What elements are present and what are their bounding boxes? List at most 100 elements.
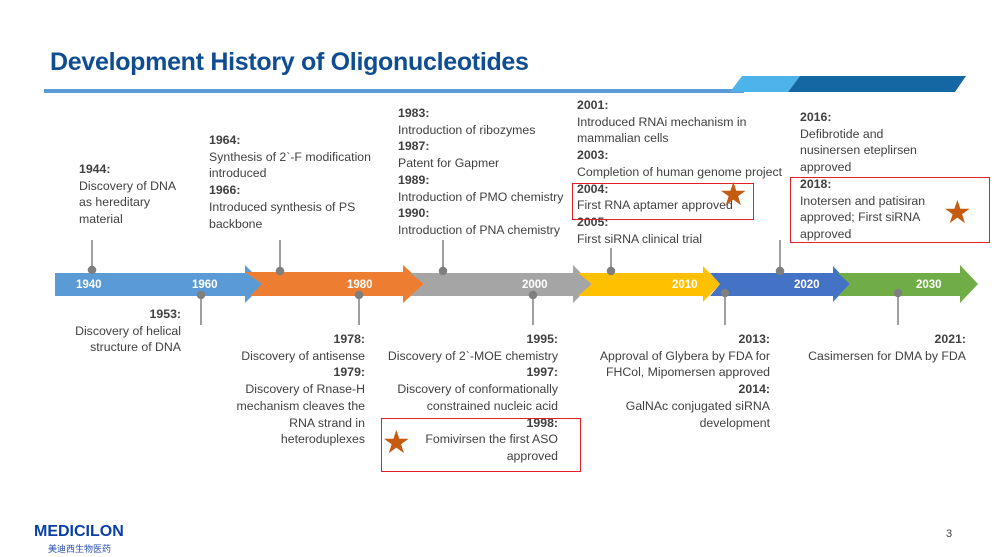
event-block-1983: 1983: Introduction of ribozymes 1987: Paten…: [398, 105, 563, 239]
event-year: 1983:: [398, 106, 430, 120]
timeline-segment-1: [55, 265, 264, 303]
year-label: 2010: [672, 279, 698, 291]
event-text: approved: [800, 226, 852, 241]
header-accent-light: [730, 76, 800, 92]
event-year: 2018:: [800, 176, 832, 191]
event-dot: [775, 266, 785, 276]
event-text: Discovery of helical: [75, 323, 181, 338]
event-text: approved: [506, 448, 558, 463]
event-year: 1964:: [209, 133, 241, 147]
event-year: 1987:: [398, 139, 430, 154]
event-text: mammalian cells: [577, 131, 669, 146]
event-text: backbone: [209, 216, 263, 231]
event-text: Casimersen for DMA by FDA: [808, 348, 966, 363]
event-dot: [606, 266, 616, 276]
event-text: Discovery of antisense: [241, 348, 365, 363]
page-title: Development History of Oligonucleotides: [50, 48, 529, 76]
event-text: as hereditary: [79, 195, 151, 210]
event-year: 2013:: [738, 332, 770, 346]
year-label: 1980: [347, 279, 373, 291]
highlight-box-1998: [381, 418, 581, 472]
event-text: GalNAc conjugated siRNA: [625, 398, 770, 413]
event-text: Introduced synthesis of PS: [209, 199, 356, 214]
event-block-1953: 1953: Discovery of helical structure of DN…: [75, 306, 181, 356]
event-year: 1995:: [526, 332, 558, 346]
year-label: 1960: [192, 279, 218, 291]
event-text: Approval of Glybera by FDA for: [599, 348, 770, 363]
event-text: Synthesis of 2`-F modification: [209, 149, 371, 164]
event-dot: [720, 288, 730, 298]
page-number: 3: [946, 528, 953, 540]
event-text: introduced: [209, 166, 267, 181]
event-dot: [893, 288, 903, 298]
event-text: development: [699, 415, 770, 430]
event-text: First RNA aptamer approved: [577, 198, 733, 213]
event-text: Discovery of Rnase-H: [245, 382, 365, 397]
event-year: 1978:: [333, 332, 365, 346]
event-year: 2004:: [577, 181, 609, 196]
highlight-box-2018: [790, 177, 990, 243]
event-text: Introduction of PMO chemistry: [398, 189, 564, 204]
event-text: FHCol, Mipomersen approved: [605, 365, 770, 380]
event-text: Introduced RNAi mechanism in: [577, 114, 747, 129]
year-label: 2030: [916, 279, 942, 291]
event-year: 1944:: [79, 162, 111, 176]
event-block-2013: 2013: Approval of Glybera by FDA for FHCol…: [600, 331, 770, 431]
year-label: 1940: [76, 279, 102, 291]
event-year: 1989:: [398, 172, 430, 187]
event-year: 2014:: [738, 382, 770, 397]
event-dot: [87, 265, 97, 275]
event-year: 2003:: [577, 148, 609, 163]
event-year: 2016:: [800, 110, 832, 124]
event-year: 1953:: [149, 307, 181, 321]
event-text: Fomivirsen the first ASO: [425, 432, 558, 447]
event-dot: [275, 266, 285, 276]
highlight-box-2004: [572, 183, 754, 220]
event-text: nusinersen eteplirsen: [800, 143, 917, 158]
star-icon: ★: [719, 176, 748, 212]
event-text: Introduction of ribozymes: [398, 122, 536, 137]
event-text: heteroduplexes: [280, 432, 365, 447]
event-text: RNA strand in: [289, 415, 365, 430]
event-dot: [438, 266, 448, 276]
event-text: approved; First siRNA: [800, 210, 921, 225]
event-block-2021: 2021: Casimersen for DMA by FDA: [808, 331, 966, 364]
title-underline: [44, 89, 744, 93]
event-text: Discovery of conformationally: [397, 382, 558, 397]
event-block-2001: 2001: Introduced RNAi mechanism in mammali…: [577, 97, 782, 247]
star-icon: ★: [943, 194, 972, 230]
timeline-segment-4: [578, 266, 720, 302]
event-year: 2021:: [934, 332, 966, 346]
company-logo-subtitle: 美迪西生物医药: [48, 544, 112, 554]
header-accent-dark: [788, 76, 966, 92]
event-block-1995: 1995: Discovery of 2`-MOE chemistry 1997: D…: [388, 331, 558, 465]
event-text: approved: [800, 160, 852, 175]
event-dot: [196, 290, 206, 300]
event-text: Introduction of PNA chemistry: [398, 222, 560, 237]
event-block-2016: 2016: Defibrotide and nusinersen eteplirse…: [800, 109, 925, 243]
event-block-1978: 1978: Discovery of antisense 1979: Discover…: [237, 331, 366, 448]
year-label: 2020: [794, 279, 820, 291]
event-text: Defibrotide and: [800, 126, 884, 141]
event-year: 1979:: [333, 365, 365, 380]
event-text: material: [79, 212, 123, 227]
event-text: Completion of human genome project: [577, 164, 783, 179]
event-text: Discovery of DNA: [79, 178, 177, 193]
year-label: 2000: [522, 279, 548, 291]
timeline-segment-6: [838, 265, 978, 303]
star-icon: ★: [382, 424, 411, 460]
timeline-segment-5: [710, 266, 850, 302]
event-block-1944: 1944: Discovery of DNA as hereditary materi…: [79, 161, 176, 228]
event-year: 1998:: [526, 415, 558, 430]
event-text: structure of DNA: [90, 340, 181, 355]
event-dot: [528, 290, 538, 300]
event-text: Patent for Gapmer: [398, 156, 500, 171]
event-text: constrained nucleic acid: [426, 398, 558, 413]
event-year: 2001:: [577, 98, 609, 112]
company-logo: MEDICILON: [34, 523, 124, 540]
event-year: 1966:: [209, 183, 241, 198]
event-block-1964: 1964: Synthesis of 2`-F modification intro…: [209, 132, 371, 232]
timeline-segment-3: [410, 265, 592, 303]
event-text: mechanism cleaves the: [236, 398, 366, 413]
